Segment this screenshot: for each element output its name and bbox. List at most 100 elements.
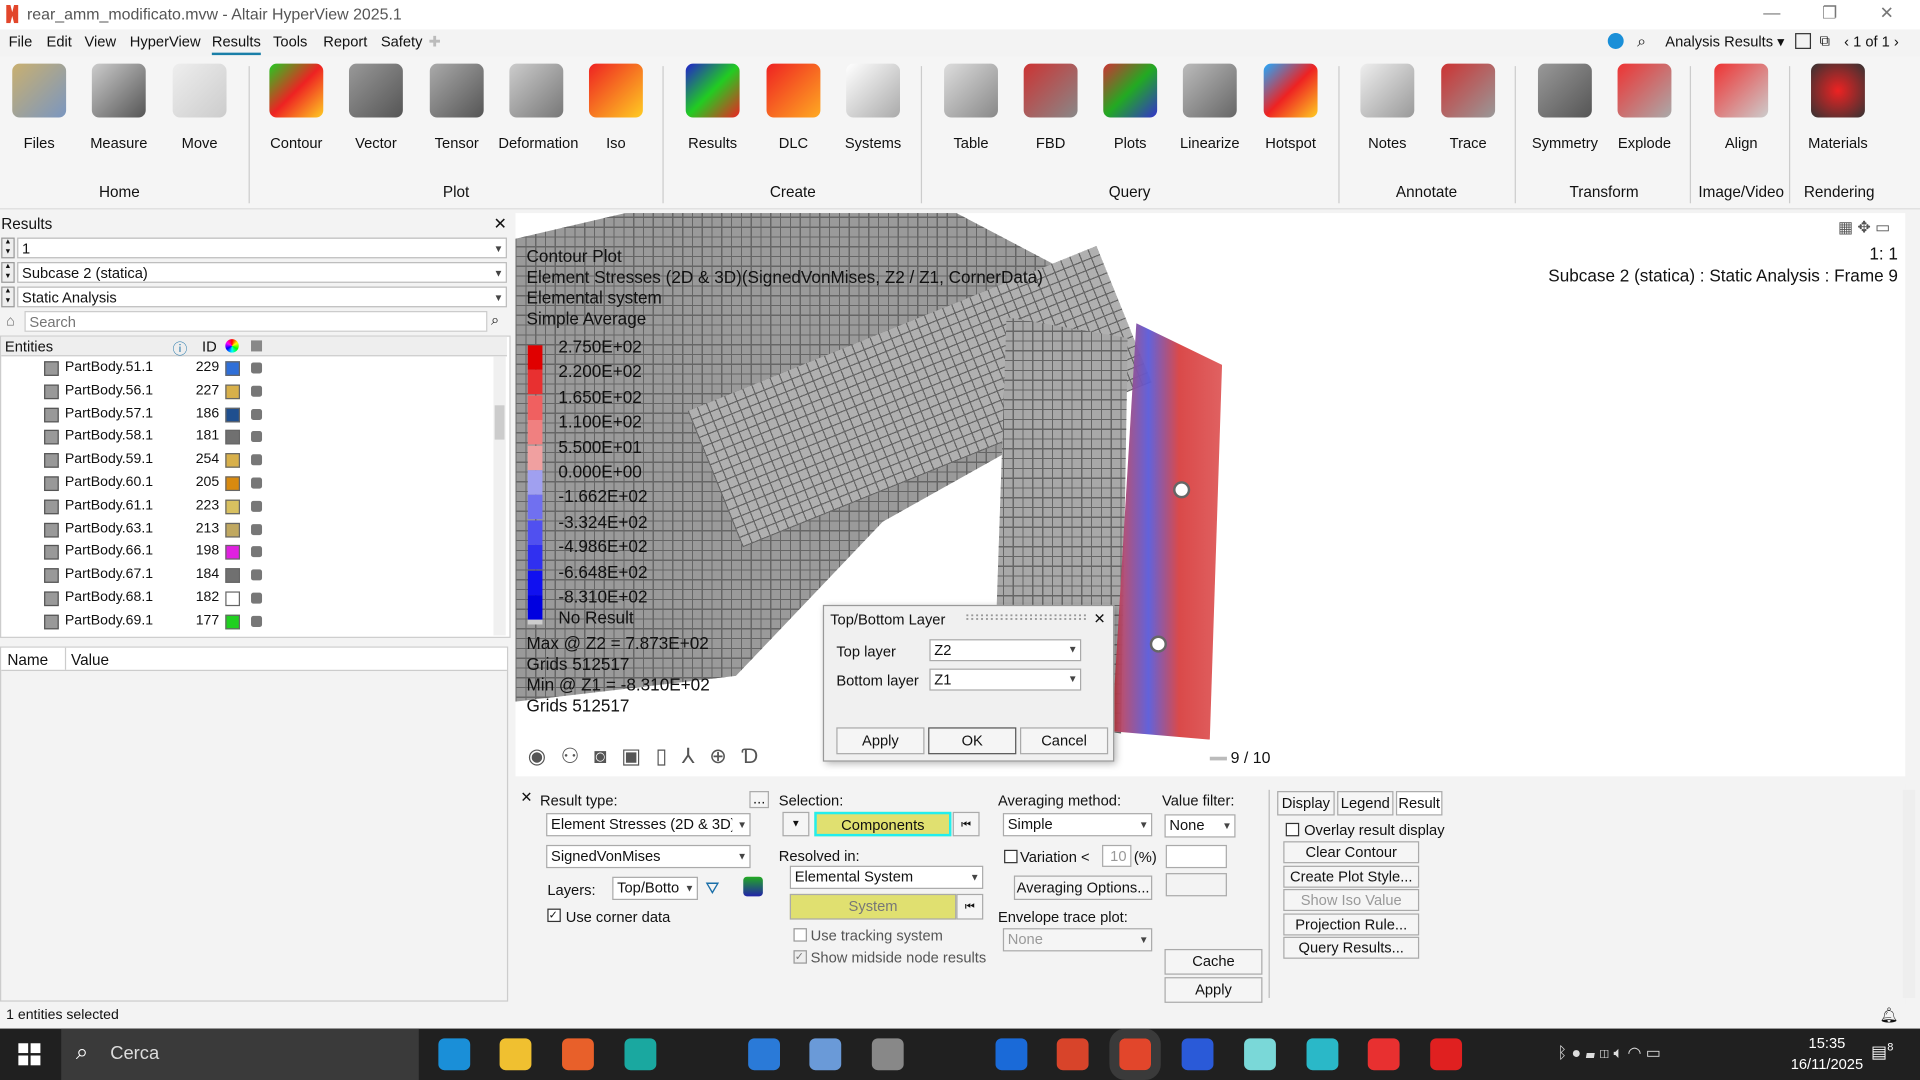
visibility-icon[interactable] bbox=[251, 431, 263, 443]
visibility-icon[interactable] bbox=[251, 477, 263, 489]
taskbar-outlook-icon[interactable] bbox=[995, 1038, 1028, 1071]
taskbar-hyperview-icon[interactable] bbox=[1109, 1028, 1161, 1080]
component-select[interactable]: SignedVonMises ▼ bbox=[546, 844, 751, 869]
color-swatch[interactable] bbox=[225, 568, 241, 584]
cache-button[interactable]: Cache bbox=[1164, 948, 1263, 975]
menu-file[interactable]: File bbox=[8, 33, 33, 51]
panel-scrollbar[interactable] bbox=[1902, 789, 1916, 998]
menu-view[interactable]: View bbox=[84, 33, 117, 51]
overlay-checkbox[interactable] bbox=[1285, 822, 1300, 837]
table-row[interactable]: PartBody.59.1 254 bbox=[1, 448, 491, 471]
table-row[interactable]: PartBody.68.1 182 bbox=[1, 587, 491, 610]
ribbon-tensor-button[interactable]: Tensor bbox=[419, 63, 495, 152]
color-swatch[interactable] bbox=[225, 545, 241, 561]
taskbar-firefox-icon[interactable] bbox=[562, 1038, 594, 1071]
close-panel-icon[interactable]: ✕ bbox=[520, 788, 533, 806]
variation-checkbox[interactable] bbox=[1004, 849, 1018, 864]
subcase-spinner[interactable]: ▲ ▼ bbox=[1, 262, 15, 283]
chat-icon[interactable] bbox=[1607, 33, 1624, 49]
apply-button[interactable]: Apply bbox=[1164, 977, 1263, 1003]
color-swatch[interactable] bbox=[225, 614, 241, 630]
camera-icon[interactable]: ◙ bbox=[593, 744, 607, 768]
graphics-viewport[interactable]: Contour Plot Element Stresses (2D & 3D)(… bbox=[515, 213, 1906, 777]
clear-contour-button[interactable]: Clear Contour bbox=[1283, 841, 1420, 864]
ribbon-align-button[interactable]: Align bbox=[1703, 63, 1779, 152]
step-spinner[interactable]: ▲ ▼ bbox=[1, 237, 15, 259]
menu-results[interactable]: Results bbox=[211, 33, 261, 56]
tab-legend[interactable]: Legend bbox=[1337, 791, 1394, 816]
midside-checkbox[interactable]: ✓ bbox=[793, 950, 807, 964]
taskbar-word-icon[interactable] bbox=[1181, 1038, 1214, 1071]
restore-icon[interactable]: ❐ bbox=[1822, 2, 1838, 23]
tray-icons[interactable]: ᛒ ● ▰ ◫ 🔈︎ ◠ ▭ bbox=[1557, 1043, 1661, 1062]
eye-icon[interactable]: ◉ bbox=[527, 744, 546, 768]
legend-icon[interactable]: ▯ bbox=[655, 744, 668, 768]
more-button[interactable]: ... bbox=[749, 791, 769, 809]
3d-icon[interactable]: Ɗ bbox=[741, 744, 759, 768]
color-swatch[interactable] bbox=[225, 453, 241, 468]
bell-icon[interactable]: 🔔︎ bbox=[1879, 1006, 1899, 1024]
color-swatch[interactable] bbox=[225, 476, 241, 492]
table-row[interactable]: PartBody.69.1 177 bbox=[1, 610, 491, 633]
components-button[interactable]: Components bbox=[814, 811, 952, 837]
table-row[interactable]: PartBody.61.1 223 bbox=[1, 494, 491, 517]
visibility-icon[interactable] bbox=[251, 385, 263, 397]
taskbar-acrobat-icon[interactable] bbox=[1430, 1038, 1463, 1071]
taskbar-app2-icon[interactable] bbox=[1306, 1038, 1339, 1071]
table-row[interactable]: PartBody.67.1 184 bbox=[1, 563, 491, 586]
dialog-close-icon[interactable]: ✕ bbox=[1093, 609, 1106, 627]
filter-icon[interactable]: ⛛ bbox=[705, 877, 720, 898]
table-row[interactable]: PartBody.66.1 198 bbox=[1, 540, 491, 563]
bottom-layer-select[interactable]: Z1 ▼ bbox=[929, 668, 1082, 691]
ribbon-symmetry-button[interactable]: Symmetry bbox=[1527, 63, 1603, 152]
taskbar-powerpoint-icon[interactable] bbox=[1056, 1038, 1089, 1071]
ribbon-table-button[interactable]: Table bbox=[933, 63, 1009, 152]
ribbon-trace-button[interactable]: Trace bbox=[1430, 63, 1506, 152]
ribbon-results-button[interactable]: Results bbox=[675, 63, 751, 152]
minimize-icon[interactable]: — bbox=[1763, 2, 1781, 23]
tab-result[interactable]: Result bbox=[1395, 791, 1443, 816]
corner-data-checkbox[interactable]: ✓ bbox=[547, 908, 561, 923]
visibility-icon[interactable] bbox=[251, 454, 263, 466]
ribbon-dlc-button[interactable]: DLC bbox=[756, 63, 832, 152]
color-swatch[interactable] bbox=[225, 407, 241, 422]
dialog-cancel-button[interactable]: Cancel bbox=[1020, 727, 1109, 755]
scrollbar-thumb[interactable] bbox=[494, 405, 505, 440]
show-iso-value-button[interactable]: Show Iso Value bbox=[1283, 888, 1420, 912]
tab-display[interactable]: Display bbox=[1277, 791, 1335, 816]
system-reset-button[interactable]: ⏮ bbox=[956, 893, 984, 920]
query-results-button[interactable]: Query Results... bbox=[1283, 936, 1420, 959]
taskbar-file-explorer-icon[interactable] bbox=[499, 1038, 532, 1071]
table-row[interactable]: PartBody.56.1 227 bbox=[1, 379, 491, 402]
menu-edit[interactable]: Edit bbox=[46, 33, 72, 51]
menu-hyperview[interactable]: HyperView bbox=[129, 33, 201, 51]
visibility-icon[interactable] bbox=[251, 546, 263, 558]
windows-start-icon[interactable] bbox=[18, 1043, 41, 1066]
table-scrollbar[interactable] bbox=[493, 356, 506, 636]
zoom-query-icon[interactable]: ⊕ bbox=[709, 744, 727, 768]
color-swatch[interactable] bbox=[225, 499, 241, 515]
analysis-results-dropdown[interactable]: Analysis Results ▾ bbox=[1665, 33, 1785, 51]
ribbon-measure-button[interactable]: Measure bbox=[81, 63, 157, 152]
layers-select[interactable]: Top/Bottom▼ bbox=[612, 876, 698, 901]
visibility-icon[interactable] bbox=[251, 408, 263, 420]
analysis-select[interactable]: Static Analysis ▼ bbox=[17, 286, 507, 308]
ribbon-materials-button[interactable]: Materials bbox=[1800, 63, 1876, 152]
components-reset-button[interactable]: ⏮ bbox=[952, 811, 980, 837]
ribbon-systems-button[interactable]: Systems bbox=[835, 63, 911, 152]
animation-slider[interactable] bbox=[1209, 756, 1227, 761]
value-filter-select[interactable]: None ▼ bbox=[1164, 814, 1236, 838]
create-plot-style-button[interactable]: Create Plot Style... bbox=[1283, 865, 1420, 888]
notifications-icon[interactable]: ▤8 bbox=[1871, 1040, 1894, 1062]
filter-min-input[interactable] bbox=[1165, 844, 1227, 869]
entity-search-input[interactable] bbox=[24, 311, 488, 332]
taskbar-app3-icon[interactable] bbox=[1367, 1038, 1400, 1071]
home-filter-icon[interactable]: ⌂ bbox=[6, 312, 16, 330]
visibility-icon[interactable] bbox=[251, 592, 263, 604]
averaging-options-button[interactable]: Averaging Options... bbox=[1013, 875, 1153, 901]
taskbar-app-icon[interactable] bbox=[1244, 1038, 1276, 1071]
envelope-select[interactable]: None ▼ bbox=[1002, 928, 1153, 952]
page-icon[interactable]: ⧉ bbox=[1819, 31, 1831, 49]
subcase-select[interactable]: Subcase 2 (statica) ▼ bbox=[17, 262, 507, 283]
cube-view-icon[interactable]: ▣ bbox=[621, 744, 641, 768]
